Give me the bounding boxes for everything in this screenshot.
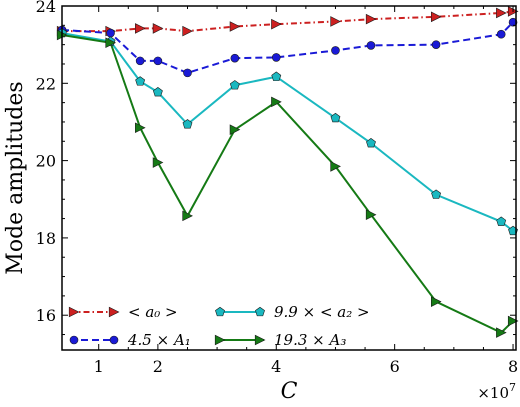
series-0-point bbox=[182, 25, 193, 37]
x-multiplier-exponent: 7 bbox=[509, 381, 516, 394]
series-3-point bbox=[496, 327, 507, 338]
series-0-point bbox=[330, 16, 341, 27]
series-2-point bbox=[330, 112, 341, 123]
series-0-point bbox=[496, 7, 507, 19]
x-multiplier-base: ×10 bbox=[477, 384, 509, 402]
series-3-point bbox=[330, 161, 341, 172]
x-tick-label: 2 bbox=[153, 357, 163, 376]
series-2-point bbox=[366, 138, 376, 148]
series-1-point bbox=[431, 40, 441, 49]
legend-marker-0 bbox=[108, 306, 120, 318]
series-line-1 bbox=[61, 21, 514, 74]
series-0-point bbox=[229, 21, 241, 32]
series-3-point bbox=[365, 209, 377, 221]
series-1-point bbox=[183, 68, 192, 78]
y-tick-label: 24 bbox=[36, 0, 56, 16]
legend-label-2: 9.9 × < a₂ > bbox=[274, 303, 370, 321]
legend: < a₀ > 4.5 × A₁ 9.9 × < a₂ > 19.3 × A₃ bbox=[68, 303, 370, 349]
series-1-point bbox=[496, 29, 506, 39]
series-2-point bbox=[431, 189, 442, 199]
y-axis-title: Mode amplitudes bbox=[3, 81, 28, 274]
series-0-point bbox=[430, 11, 442, 23]
axis-ticks bbox=[62, 5, 516, 350]
series-2-point bbox=[271, 71, 282, 81]
series-0-point bbox=[135, 23, 146, 34]
series-1-point bbox=[106, 28, 115, 38]
series-2-point bbox=[229, 80, 240, 90]
series-0-point bbox=[152, 23, 164, 34]
series-line-3 bbox=[61, 34, 514, 334]
x-tick-label: 6 bbox=[390, 357, 400, 376]
series-3-point bbox=[135, 122, 146, 134]
series-1-point bbox=[366, 41, 376, 50]
legend-label-3: 19.3 × A₃ bbox=[274, 331, 346, 349]
series-3-point bbox=[507, 315, 519, 327]
series-3-point bbox=[271, 96, 282, 108]
legend-label-0: < a₀ > bbox=[128, 303, 178, 321]
x-tick-label: 4 bbox=[271, 357, 281, 376]
series-1-point bbox=[153, 56, 163, 66]
series-3-point bbox=[105, 37, 117, 49]
legend-marker-1 bbox=[109, 335, 119, 345]
series-line-2 bbox=[61, 32, 514, 232]
legend-marker-2 bbox=[215, 306, 225, 317]
series-1-point bbox=[331, 46, 340, 55]
series-line-0 bbox=[62, 10, 514, 33]
series-2-point bbox=[496, 216, 507, 226]
y-tick-label: 16 bbox=[36, 306, 56, 325]
y-tick-label: 22 bbox=[36, 74, 56, 93]
series-3-point bbox=[229, 124, 241, 135]
series-3-point bbox=[152, 157, 164, 168]
y-tick-label: 18 bbox=[36, 229, 56, 248]
legend-label-1: 4.5 × A₁ bbox=[127, 331, 191, 349]
x-axis-title: C bbox=[281, 379, 298, 404]
plot-markers bbox=[56, 6, 519, 338]
y-tick-label: 20 bbox=[36, 152, 56, 171]
legend-marker-2 bbox=[255, 306, 265, 317]
series-3-point bbox=[182, 210, 193, 222]
series-2-point bbox=[182, 119, 193, 129]
series-0-point bbox=[365, 13, 377, 25]
series-2-point bbox=[152, 87, 163, 97]
legend-marker-0 bbox=[68, 306, 80, 318]
legend-marker-1 bbox=[69, 335, 79, 345]
series-2-point bbox=[135, 76, 146, 86]
series-1-point bbox=[508, 17, 518, 27]
series-1-point bbox=[230, 53, 240, 63]
x-tick-label: 8 bbox=[508, 357, 518, 376]
series-0-point bbox=[271, 18, 282, 30]
legend-marker-3 bbox=[214, 334, 226, 346]
legend-marker-3 bbox=[254, 334, 266, 346]
plot-lines bbox=[61, 10, 514, 334]
series-3-point bbox=[430, 296, 442, 307]
x-axis-multiplier: ×107 bbox=[477, 381, 516, 402]
x-tick-label: 1 bbox=[94, 357, 104, 376]
series-1-point bbox=[135, 56, 145, 66]
plot-frame bbox=[61, 5, 517, 351]
series-1-point bbox=[271, 53, 281, 62]
